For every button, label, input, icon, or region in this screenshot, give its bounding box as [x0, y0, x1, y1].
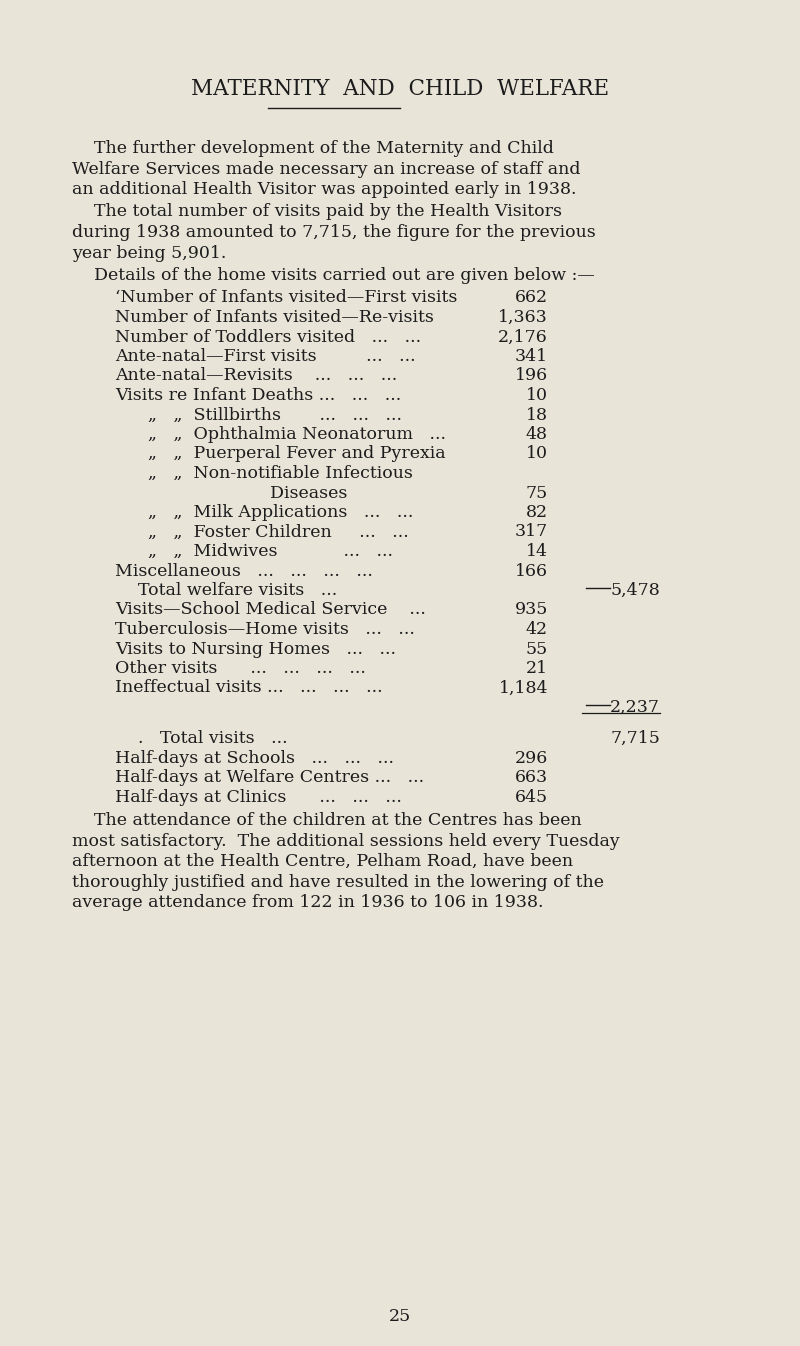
Text: Tuberculosis—Home visits   ...   ...: Tuberculosis—Home visits ... ... — [115, 621, 415, 638]
Text: Visits—School Medical Service    ...: Visits—School Medical Service ... — [115, 602, 426, 619]
Text: Miscellaneous   ...   ...   ...   ...: Miscellaneous ... ... ... ... — [115, 563, 373, 580]
Text: Visits to Nursing Homes   ...   ...: Visits to Nursing Homes ... ... — [115, 641, 396, 657]
Text: 662: 662 — [515, 289, 548, 307]
Text: 296: 296 — [514, 750, 548, 767]
Text: 21: 21 — [526, 660, 548, 677]
Text: Diseases: Diseases — [72, 485, 347, 502]
Text: afternoon at the Health Centre, Pelham Road, have been: afternoon at the Health Centre, Pelham R… — [72, 853, 573, 871]
Text: 55: 55 — [526, 641, 548, 657]
Text: 196: 196 — [515, 367, 548, 385]
Text: Other visits      ...   ...   ...   ...: Other visits ... ... ... ... — [115, 660, 366, 677]
Text: 1,363: 1,363 — [498, 310, 548, 326]
Text: Details of the home visits carried out are given below :—: Details of the home visits carried out a… — [72, 267, 594, 284]
Text: 1,184: 1,184 — [498, 680, 548, 696]
Text: 317: 317 — [514, 524, 548, 541]
Text: Visits re Infant Deaths ...   ...   ...: Visits re Infant Deaths ... ... ... — [115, 388, 402, 404]
Text: 75: 75 — [526, 485, 548, 502]
Text: 48: 48 — [526, 425, 548, 443]
Text: 18: 18 — [526, 406, 548, 424]
Text: „   „  Midwives            ...   ...: „ „ Midwives ... ... — [148, 542, 393, 560]
Text: „   „  Foster Children     ...   ...: „ „ Foster Children ... ... — [148, 524, 409, 541]
Text: Ante-natal—Revisits    ...   ...   ...: Ante-natal—Revisits ... ... ... — [115, 367, 398, 385]
Text: Half-days at Schools   ...   ...   ...: Half-days at Schools ... ... ... — [115, 750, 394, 767]
Text: 2,237: 2,237 — [610, 699, 660, 716]
Text: The total number of visits paid by the Health Visitors: The total number of visits paid by the H… — [72, 203, 562, 221]
Text: „   „  Ophthalmia Neonatorum   ...: „ „ Ophthalmia Neonatorum ... — [148, 425, 446, 443]
Text: 7,715: 7,715 — [610, 730, 660, 747]
Text: „   „  Milk Applications   ...   ...: „ „ Milk Applications ... ... — [148, 503, 414, 521]
Text: 42: 42 — [526, 621, 548, 638]
Text: average attendance from 122 in 1936 to 106 in 1938.: average attendance from 122 in 1936 to 1… — [72, 894, 543, 911]
Text: Ante-natal—First visits         ...   ...: Ante-natal—First visits ... ... — [115, 349, 416, 365]
Text: 2,176: 2,176 — [498, 328, 548, 346]
Text: year being 5,901.: year being 5,901. — [72, 245, 226, 261]
Text: 645: 645 — [515, 789, 548, 806]
Text: ‘Number of Infants visited—First visits: ‘Number of Infants visited—First visits — [115, 289, 474, 307]
Text: during 1938 amounted to 7,715, the figure for the previous: during 1938 amounted to 7,715, the figur… — [72, 223, 596, 241]
Text: „   „  Stillbirths       ...   ...   ...: „ „ Stillbirths ... ... ... — [148, 406, 402, 424]
Text: Ineffectual visits ...   ...   ...   ...: Ineffectual visits ... ... ... ... — [115, 680, 382, 696]
Text: Half-days at Welfare Centres ...   ...: Half-days at Welfare Centres ... ... — [115, 769, 424, 786]
Text: most satisfactory.  The additional sessions held every Tuesday: most satisfactory. The additional sessio… — [72, 833, 620, 849]
Text: MATERNITY  AND  CHILD  WELFARE: MATERNITY AND CHILD WELFARE — [191, 78, 609, 100]
Text: 166: 166 — [515, 563, 548, 580]
Text: The further development of the Maternity and Child: The further development of the Maternity… — [72, 140, 554, 157]
Text: The attendance of the children at the Centres has been: The attendance of the children at the Ce… — [72, 812, 582, 829]
Text: „   „  Non-notifiable Infectious: „ „ Non-notifiable Infectious — [148, 464, 413, 482]
Text: 935: 935 — [514, 602, 548, 619]
Text: Number of Infants visited—Re-visits: Number of Infants visited—Re-visits — [115, 310, 450, 326]
Text: 14: 14 — [526, 542, 548, 560]
Text: 10: 10 — [526, 446, 548, 463]
Text: 341: 341 — [515, 349, 548, 365]
Text: Half-days at Clinics      ...   ...   ...: Half-days at Clinics ... ... ... — [115, 789, 402, 806]
Text: 25: 25 — [389, 1308, 411, 1324]
Text: Total welfare visits   ...: Total welfare visits ... — [72, 581, 338, 599]
Text: .   Total visits   ...: . Total visits ... — [72, 730, 288, 747]
Text: 663: 663 — [515, 769, 548, 786]
Text: Number of Toddlers visited   ...   ...: Number of Toddlers visited ... ... — [115, 328, 421, 346]
Text: an additional Health Visitor was appointed early in 1938.: an additional Health Visitor was appoint… — [72, 180, 577, 198]
Text: thoroughly justified and have resulted in the lowering of the: thoroughly justified and have resulted i… — [72, 874, 604, 891]
Text: 10: 10 — [526, 388, 548, 404]
Text: „   „  Puerperal Fever and Pyrexia: „ „ Puerperal Fever and Pyrexia — [148, 446, 446, 463]
Text: 82: 82 — [526, 503, 548, 521]
Text: 5,478: 5,478 — [610, 581, 660, 599]
Text: Welfare Services made necessary an increase of staff and: Welfare Services made necessary an incre… — [72, 160, 581, 178]
